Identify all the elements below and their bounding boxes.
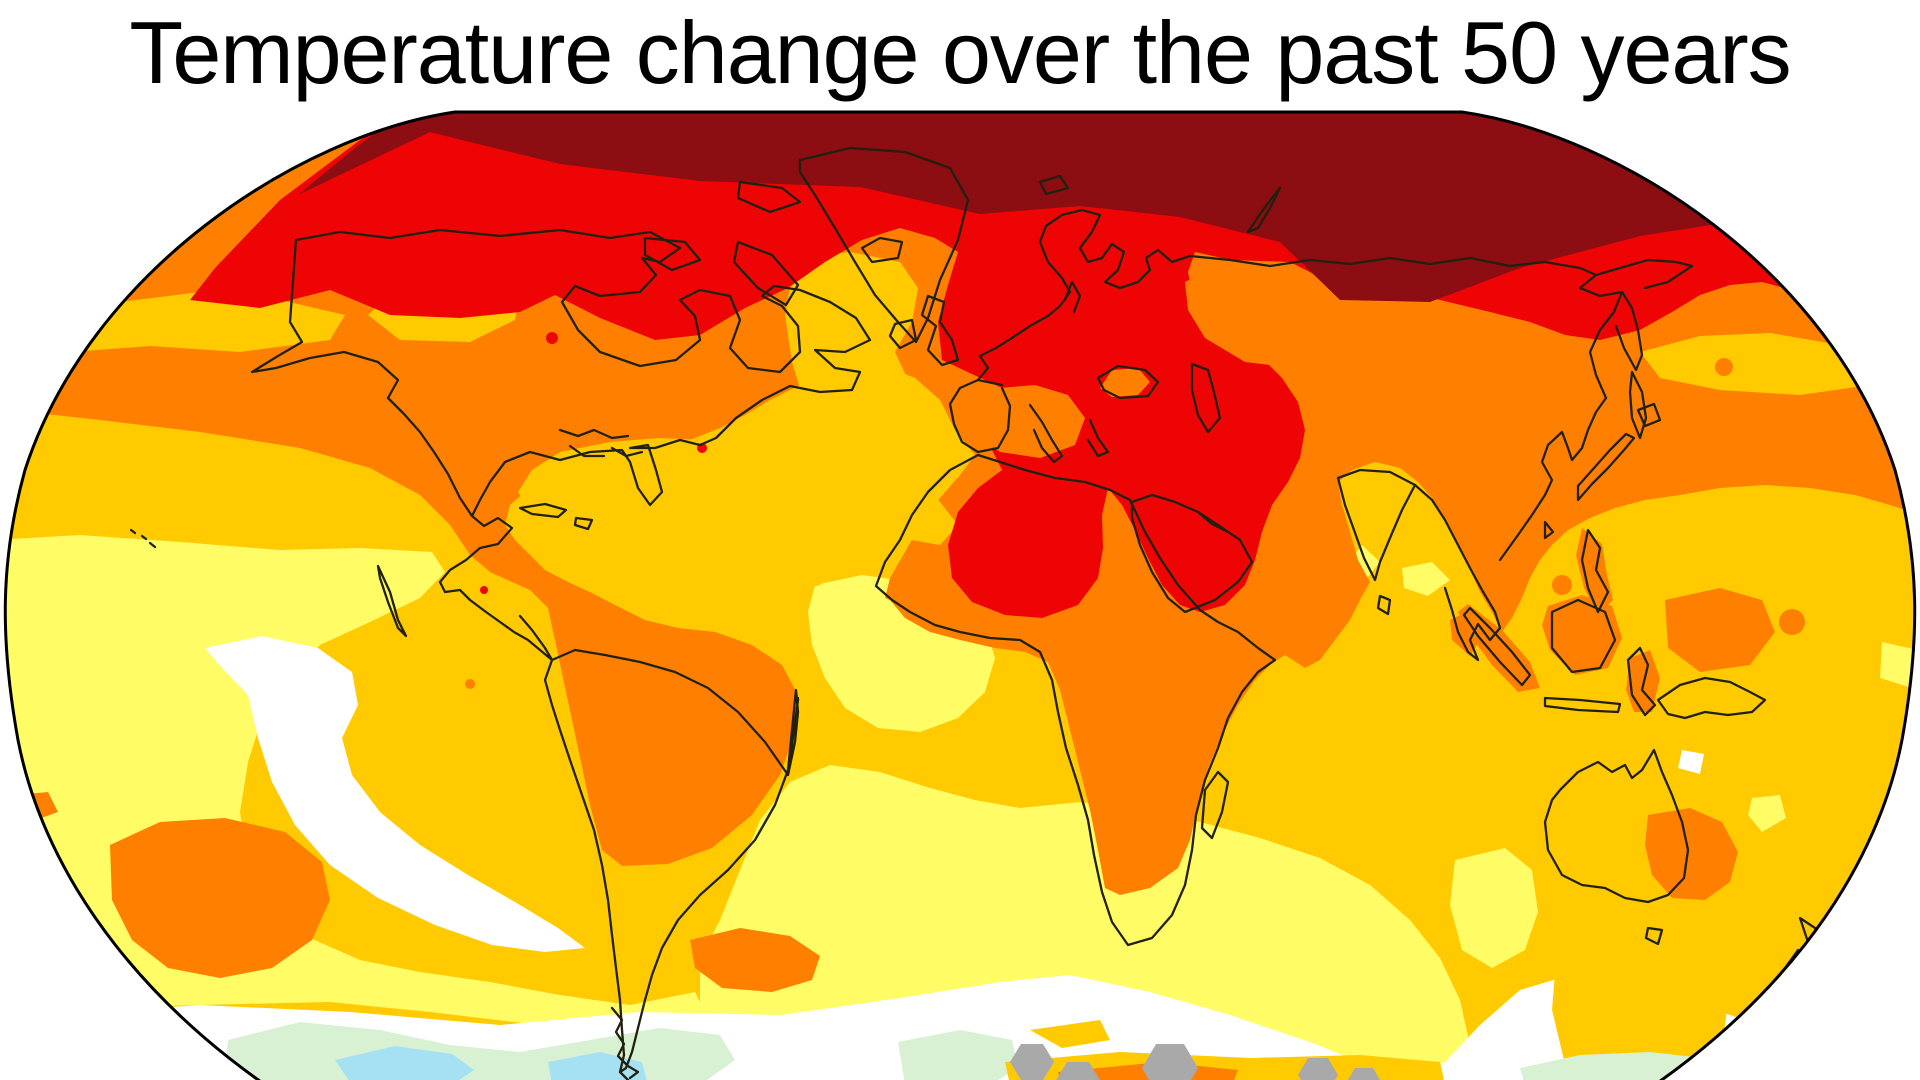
region-south-australia-pale bbox=[1450, 848, 1538, 968]
region-bottom-yellow-blob bbox=[1030, 1020, 1110, 1048]
region-coralsea-white bbox=[1678, 750, 1704, 774]
coast-borneo bbox=[1550, 598, 1617, 674]
coast-baja bbox=[376, 564, 408, 638]
coast-svalbard bbox=[1038, 174, 1070, 196]
coast-great-britain bbox=[920, 294, 960, 367]
coast-central-america bbox=[468, 598, 554, 662]
region-orange-australia bbox=[1645, 808, 1738, 900]
coast-australia bbox=[1543, 748, 1690, 904]
coast-persian-gulf bbox=[1196, 510, 1230, 534]
region-nodata-hex-4 bbox=[1298, 1058, 1338, 1080]
region-blue-a bbox=[335, 1046, 474, 1080]
region-nodata-hex-1 bbox=[1010, 1044, 1054, 1080]
region-orange-wpacific-dot2 bbox=[1552, 575, 1572, 595]
coast-novaya-zemlya bbox=[1246, 186, 1282, 234]
region-maroon-cap bbox=[298, 112, 1860, 302]
region-orange-philippines bbox=[1576, 528, 1613, 615]
region-orange-spacific bbox=[110, 818, 330, 978]
coast-madagascar bbox=[1200, 770, 1230, 840]
coast-arabia bbox=[1130, 493, 1254, 614]
coast-sakhalin bbox=[1628, 370, 1648, 440]
coast-tierra-del-fuego bbox=[610, 1006, 640, 1080]
coast-india bbox=[1336, 468, 1417, 582]
region-bengal-pale bbox=[1402, 562, 1450, 596]
region-red-dot-wcanada bbox=[546, 332, 558, 344]
coast-ellesmere-island bbox=[736, 180, 802, 214]
coast-north-africa bbox=[976, 453, 1132, 502]
coast-iberia bbox=[948, 378, 1012, 454]
region-nodata-hex-3 bbox=[1142, 1044, 1198, 1080]
coast-japan bbox=[1576, 432, 1636, 502]
region-bottomleft-white bbox=[60, 1008, 250, 1080]
coast-north-america bbox=[250, 228, 872, 602]
coast-hokkaido bbox=[1636, 402, 1662, 428]
region-red-dot-pacific bbox=[480, 586, 488, 594]
region-orange-galapagos-dot bbox=[465, 679, 475, 689]
coast-new-guinea bbox=[1656, 676, 1767, 720]
coast-taiwan bbox=[1543, 520, 1555, 540]
coast-kamchatka bbox=[1588, 290, 1644, 400]
region-goldpatch-nwpacific bbox=[1640, 333, 1888, 395]
coast-greenland bbox=[798, 146, 970, 344]
region-green-b bbox=[898, 1030, 1018, 1080]
region-tasman-golden-tongue bbox=[1552, 922, 1728, 1080]
map-title: Temperature change over the past 50 year… bbox=[129, 3, 1791, 102]
coast-great-lakes bbox=[558, 428, 644, 458]
coast-caspian-sea bbox=[1190, 362, 1222, 434]
region-orange-blacksea-bite bbox=[1100, 368, 1150, 397]
coast-siberia-arctic bbox=[1188, 254, 1598, 277]
coast-jutland bbox=[1063, 280, 1082, 314]
coast-black-sea bbox=[1096, 364, 1160, 400]
region-westpacific-pale bbox=[1748, 795, 1786, 832]
map-fill-layers bbox=[5, 112, 1915, 1080]
coast-italy bbox=[1028, 403, 1064, 464]
coastlines bbox=[129, 146, 1824, 1080]
coast-iceland bbox=[860, 236, 904, 264]
coast-java bbox=[1543, 696, 1622, 714]
region-orange-eq-atlantic-diamond bbox=[738, 740, 770, 774]
region-orange-tyrrhenian-bite bbox=[970, 385, 1085, 458]
region-goldpatch-natlantic bbox=[785, 252, 958, 545]
coast-philippines bbox=[1580, 528, 1610, 614]
region-orange-kuroshio-dot bbox=[1715, 358, 1733, 376]
coast-ireland bbox=[888, 318, 918, 350]
region-orange-satlantic bbox=[690, 928, 820, 992]
coast-china bbox=[1498, 396, 1608, 562]
map-outline bbox=[3, 110, 1917, 1080]
coast-chukotka bbox=[1578, 258, 1694, 298]
coast-victoria-island bbox=[643, 236, 702, 272]
coast-africa bbox=[874, 453, 1277, 947]
region-sepacific-white bbox=[205, 636, 585, 952]
coast-sulawesi bbox=[1626, 646, 1657, 717]
coast-baffin-island bbox=[732, 240, 800, 307]
region-nodata-hex-5 bbox=[1346, 1068, 1382, 1080]
coast-sumatra bbox=[1462, 606, 1532, 687]
region-orange-wsiberia-bulge bbox=[1185, 260, 1352, 368]
coast-sri-lanka bbox=[1376, 594, 1392, 616]
coast-hawaii bbox=[129, 528, 157, 549]
coast-hispaniola bbox=[573, 516, 594, 531]
region-orange-wpacific-dot1 bbox=[1779, 609, 1805, 635]
region-orange-wpacific-blob bbox=[1665, 588, 1775, 672]
region-right-edge-pale bbox=[1880, 642, 1915, 690]
coast-greece bbox=[1086, 418, 1110, 458]
coast-cuba bbox=[518, 502, 568, 519]
coast-tasmania bbox=[1644, 926, 1664, 946]
region-goldpatch-seus-gulf bbox=[518, 438, 850, 600]
region-nodata-hex-2 bbox=[1056, 1062, 1100, 1080]
coast-west-europe bbox=[976, 314, 1050, 387]
region-orange-borneo bbox=[1542, 595, 1622, 675]
